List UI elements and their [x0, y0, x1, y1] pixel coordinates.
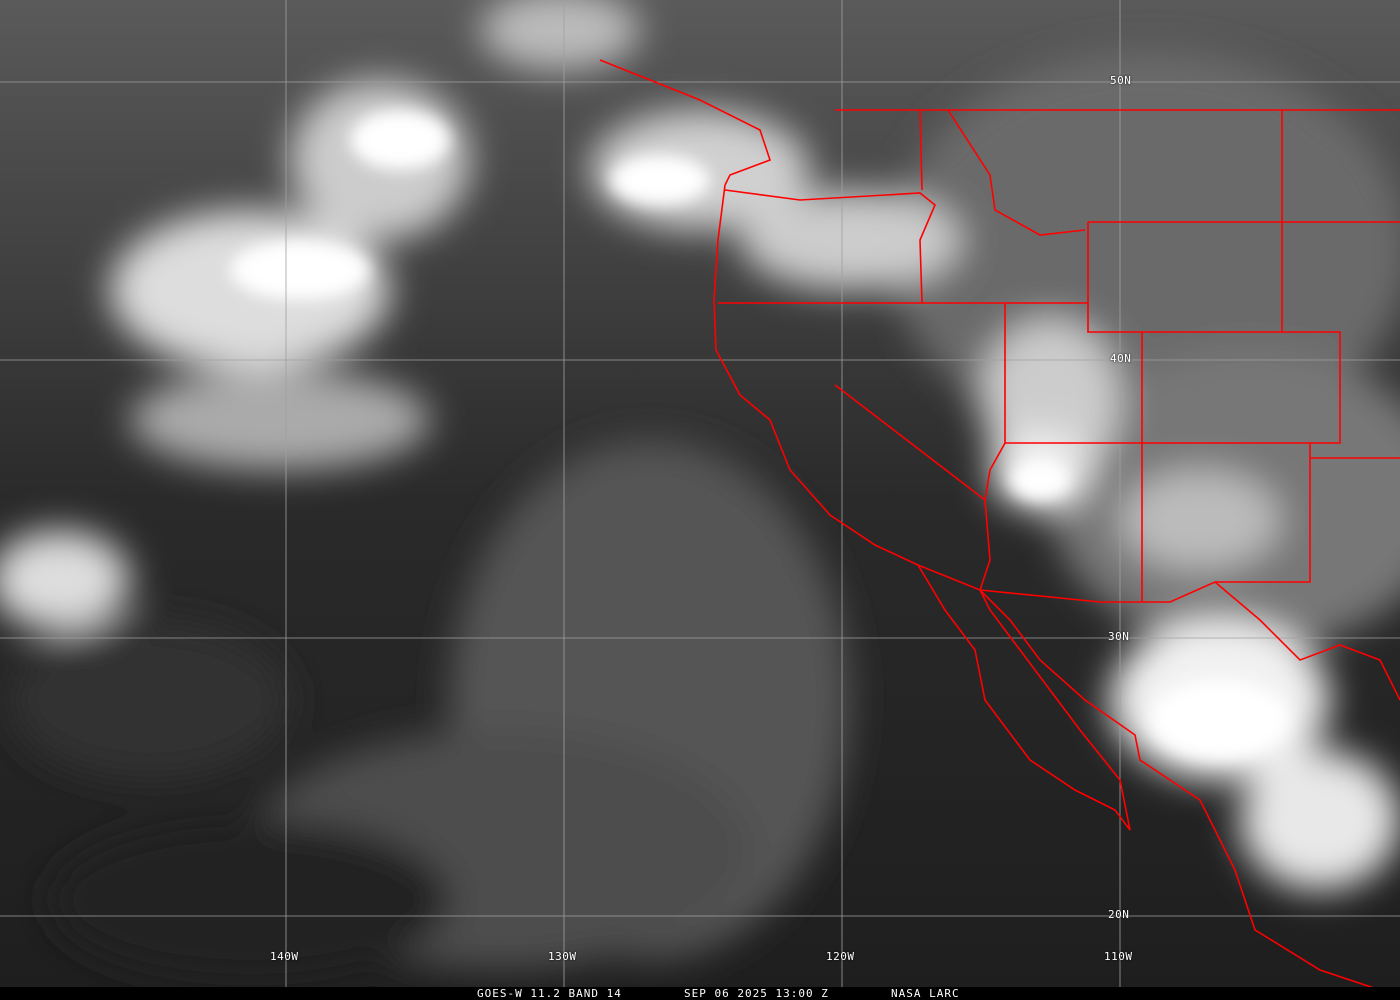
lat-label-20n: 20N — [1108, 908, 1130, 921]
caption-bar: GOES-W 11.2 BAND 14 SEP 06 2025 13:00 Z … — [0, 987, 1400, 1000]
nm-az — [917, 443, 1311, 603]
lon-label-140w: 140W — [270, 950, 299, 963]
us-mexico-east — [1214, 581, 1400, 701]
lon-label-120w: 120W — [826, 950, 855, 963]
washington-oregon — [724, 189, 936, 304]
pacific-coastline — [713, 184, 1381, 991]
cloud-streaks — [230, 110, 1290, 760]
datetime-label: SEP 06 2025 13:00 Z — [684, 987, 829, 1000]
california-nevada-diag — [834, 384, 991, 591]
lat-label-40n: 40N — [1110, 352, 1132, 365]
lat-label-50n: 50N — [1110, 74, 1132, 87]
canada-coast — [599, 59, 772, 186]
lon-label-110w: 110W — [1104, 950, 1133, 963]
idaho-west — [919, 109, 923, 191]
four-states — [1005, 331, 1341, 444]
montana-east — [1281, 110, 1400, 223]
source-label: NASA LARC — [891, 987, 960, 1000]
lon-label-130w: 130W — [548, 950, 577, 963]
political-borders — [599, 59, 1400, 991]
satellite-band-label: GOES-W 11.2 BAND 14 — [477, 987, 622, 1000]
idaho-montana — [947, 109, 1086, 236]
nevada — [984, 303, 1006, 501]
lat-label-30n: 30N — [1108, 630, 1130, 643]
